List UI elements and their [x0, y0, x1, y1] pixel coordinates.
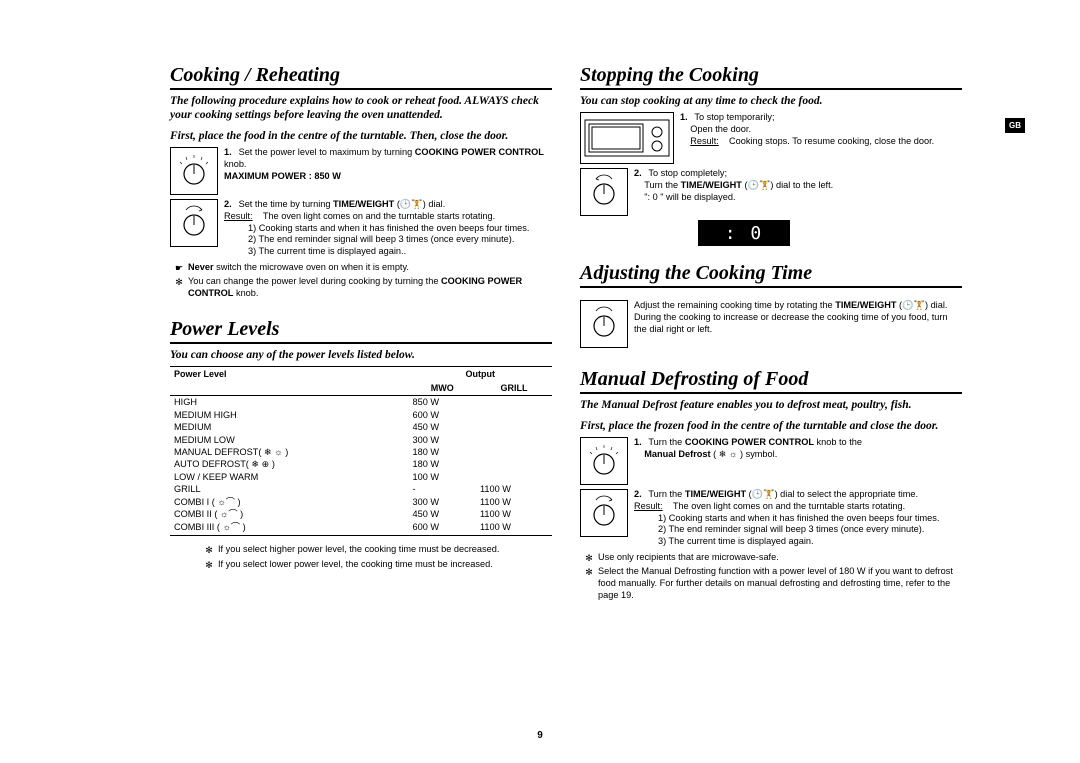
dial-icon	[580, 437, 628, 485]
power-note-2: If you select lower power level, the coo…	[218, 559, 552, 571]
table-row: MEDIUM450 W	[170, 421, 552, 433]
right-column: Stopping the Cooking You can stop cookin…	[580, 64, 962, 604]
th-grill: GRILL	[476, 381, 552, 396]
cooking-intro2: First, place the food in the centre of t…	[170, 129, 552, 143]
heading-cooking-reheating: Cooking / Reheating	[170, 64, 552, 90]
table-row: MEDIUM LOW300 W	[170, 434, 552, 446]
table-row: GRILL-1100 W	[170, 483, 552, 495]
stopping-intro: You can stop cooking at any time to chec…	[580, 94, 962, 108]
note-change-power: You can change the power level during co…	[188, 276, 552, 300]
table-row: AUTO DEFROST( ❄ ⊕ )180 W	[170, 458, 552, 470]
table-row: COMBI II ( ☼⌒ )450 W1100 W	[170, 508, 552, 520]
power-note-1: If you select higher power level, the co…	[218, 544, 552, 556]
dial-icon	[170, 147, 218, 195]
heading-adjusting: Adjusting the Cooking Time	[580, 262, 962, 288]
power-intro: You can choose any of the power levels l…	[170, 348, 552, 362]
stop-step2: 2. To stop completely; Turn the TIME/WEI…	[634, 168, 962, 203]
table-row: COMBI I ( ☼⌒ )300 W1100 W	[170, 496, 552, 508]
step-1-num: 1.	[224, 147, 236, 159]
defrost-intro1: The Manual Defrost feature enables you t…	[580, 398, 962, 412]
stop-step1: 1. To stop temporarily; Open the door. R…	[680, 112, 962, 147]
heading-manual-defrost: Manual Defrosting of Food	[580, 368, 962, 394]
pointing-hand-icon: ☛	[170, 263, 188, 275]
info-icon: ✻	[580, 567, 598, 579]
left-column: Cooking / Reheating The following proced…	[170, 64, 552, 604]
oven-icon	[580, 112, 674, 164]
step-2-text: 2. Set the time by turning TIME/WEIGHT (…	[224, 199, 552, 258]
table-row: MEDIUM HIGH600 W	[170, 409, 552, 421]
defrost-note1: Use only recipients that are microwave-s…	[598, 552, 962, 564]
step-2-num: 2.	[224, 199, 236, 211]
info-icon: ✻	[200, 545, 218, 557]
dial-icon	[580, 168, 628, 216]
lang-tag: GB	[1005, 118, 1025, 133]
note-never-empty: Never switch the microwave oven on when …	[188, 262, 552, 274]
info-icon: ✻	[170, 277, 188, 289]
table-row: HIGH850 W	[170, 396, 552, 409]
th-output: Output	[409, 367, 552, 382]
heading-power-levels: Power Levels	[170, 318, 552, 344]
power-level-table: Power Level Output MWO GRILL HIGH850 WME…	[170, 366, 552, 536]
cooking-intro1: The following procedure explains how to …	[170, 94, 552, 123]
defrost-step2: 2. Turn the TIME/WEIGHT (🕒🏋) dial to sel…	[634, 489, 962, 548]
display-readout: : 0	[698, 220, 790, 246]
defrost-step1: 1. Turn the COOKING POWER CONTROL knob t…	[634, 437, 962, 461]
defrost-note2: Select the Manual Defrosting function wi…	[598, 566, 962, 601]
info-icon: ✻	[580, 553, 598, 565]
defrost-intro2: First, place the frozen food in the cent…	[580, 419, 962, 433]
table-row: LOW / KEEP WARM100 W	[170, 471, 552, 483]
th-mwo: MWO	[409, 381, 476, 396]
dial-icon	[170, 199, 218, 247]
step-1-text: 1. Set the power level to maximum by tur…	[224, 147, 552, 182]
table-row: COMBI III ( ☼⌒ )600 W1100 W	[170, 521, 552, 536]
dial-icon	[580, 489, 628, 537]
info-icon: ✻	[200, 560, 218, 572]
th-level: Power Level	[170, 367, 409, 396]
dial-icon	[580, 300, 628, 348]
page-number: 9	[0, 730, 1080, 741]
adjust-text: Adjust the remaining cooking time by rot…	[634, 300, 962, 335]
heading-stopping: Stopping the Cooking	[580, 64, 962, 90]
table-row: MANUAL DEFROST( ❄ ☼ )180 W	[170, 446, 552, 458]
